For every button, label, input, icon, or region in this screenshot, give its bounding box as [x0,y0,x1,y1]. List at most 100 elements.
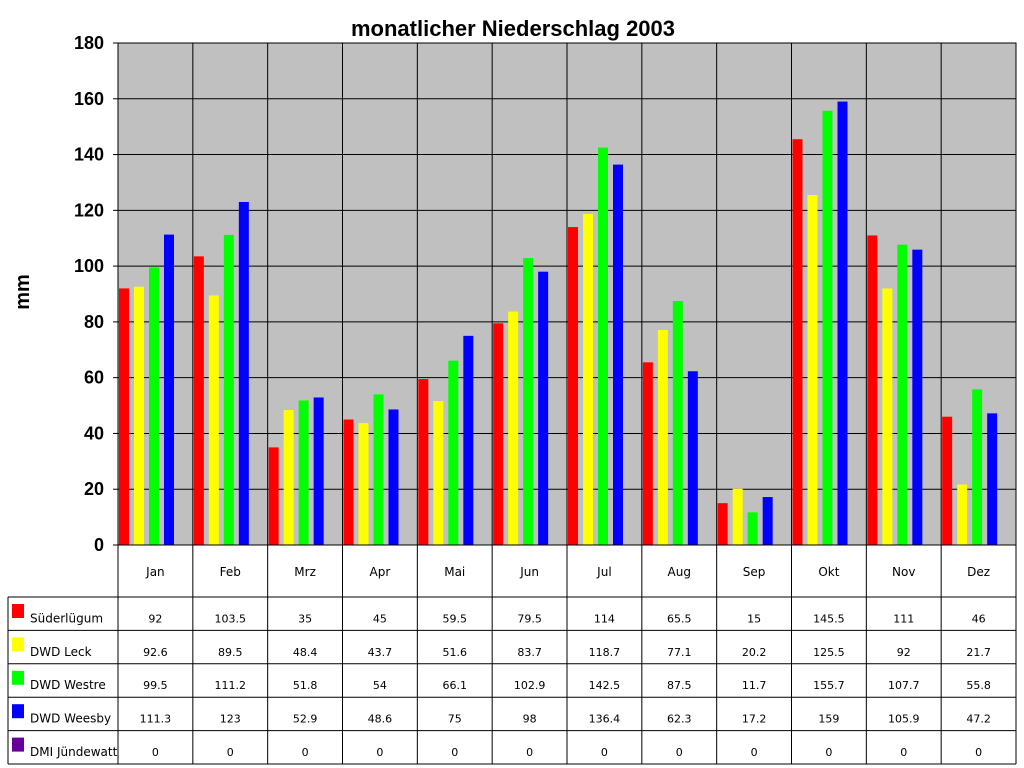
bar [912,249,923,545]
bar [957,484,968,545]
table-cell-value: 92.6 [143,646,168,659]
category-label: Nov [892,565,915,579]
bar [837,101,848,546]
bar [164,234,174,545]
legend-series-name: DWD Weesby [30,712,111,726]
bar [238,201,249,545]
bar [972,389,983,545]
bar [493,323,504,545]
table-cell-value: 111.3 [140,713,172,726]
category-label: Dez [967,565,990,579]
bar [897,244,908,546]
bar [867,235,878,545]
table-cell-value: 51.8 [293,679,318,692]
table-cell-value: 92 [897,646,911,659]
legend-swatch [12,670,24,685]
bar [508,311,519,545]
bar [762,497,773,545]
table-cell-value: 0 [451,746,458,759]
bar [568,227,578,546]
table-cell-value: 62.3 [667,713,692,726]
bar [642,362,653,545]
table-cell-value: 99.5 [143,679,168,692]
table-cell-value: 0 [975,746,982,759]
bar [268,447,279,545]
table-cell-value: 92 [148,612,162,625]
table-cell-value: 103.5 [215,612,247,625]
table-cell-value: 0 [601,746,608,759]
table-cell-value: 48.4 [293,646,318,659]
table-cell-value: 65.5 [667,612,692,625]
table-cell-value: 47.2 [966,713,991,726]
bar [343,419,354,545]
bar [822,110,833,546]
bar [418,379,429,545]
table-cell-value: 45 [373,612,387,625]
bar [373,394,384,545]
table-cell-value: 79.5 [517,612,542,625]
bar [583,213,593,545]
y-tick-label: 0 [94,535,104,555]
table-cell-value: 59.5 [443,612,468,625]
category-label: Mai [444,565,465,579]
table-cell-value: 52.9 [293,713,318,726]
legend-swatch [12,704,24,719]
y-tick-label: 60 [84,368,104,388]
table-cell-value: 0 [900,746,907,759]
table-cell-value: 0 [227,746,234,759]
category-label: Sep [743,565,766,579]
table-cell-value: 54 [373,679,387,692]
category-label: Jan [145,565,165,579]
table-cell-value: 43.7 [368,646,393,659]
legend-swatch [12,737,24,752]
y-tick-label: 40 [84,423,104,443]
table-cell-value: 55.8 [966,679,991,692]
table-cell-value: 75 [448,713,462,726]
bar [433,401,444,545]
table-cell-value: 123 [220,713,241,726]
bar [747,512,758,545]
table-cell-value: 142.5 [589,679,621,692]
table-cell-value: 118.7 [589,646,621,659]
table-cell-value: 159 [818,713,839,726]
bar [463,335,474,545]
category-label: Aug [668,565,691,579]
table-cell-value: 51.6 [443,646,468,659]
table-cell-value: 77.1 [667,646,692,659]
y-tick-label: 100 [74,256,104,276]
table-cell-value: 107.7 [888,679,920,692]
table-cell-value: 66.1 [443,679,468,692]
y-tick-label: 120 [74,200,104,220]
table-cell-value: 15 [747,612,761,625]
table-cell-value: 0 [751,746,758,759]
bar [208,295,219,545]
y-axis-label: mm [12,274,34,310]
legend-swatch [12,604,24,618]
table-cell-value: 17.2 [742,713,767,726]
bar [313,397,324,545]
category-label: Mrz [294,565,316,579]
y-tick-label: 160 [74,89,104,109]
table-cell-value: 98 [523,713,537,726]
chart-title: monatlicher Niederschlag 2003 [351,16,675,41]
table-cell-value: 155.7 [813,679,845,692]
table-cell-value: 105.9 [888,713,920,726]
bar [687,371,698,545]
bar [448,360,459,545]
bar [792,139,803,545]
y-tick-label: 20 [84,479,104,499]
table-cell-value: 0 [825,746,832,759]
y-tick-label: 180 [74,33,104,53]
y-tick-label: 80 [84,312,104,332]
bar [942,416,953,545]
table-cell-value: 0 [302,746,309,759]
bar [538,271,549,545]
bar [613,164,623,545]
category-label: Apr [370,565,391,579]
bar [987,413,998,545]
table-cell-value: 35 [298,612,312,625]
legend-series-name: DWD Westre [30,678,106,692]
table-cell-value: 125.5 [813,646,845,659]
table-cell-value: 0 [152,746,159,759]
